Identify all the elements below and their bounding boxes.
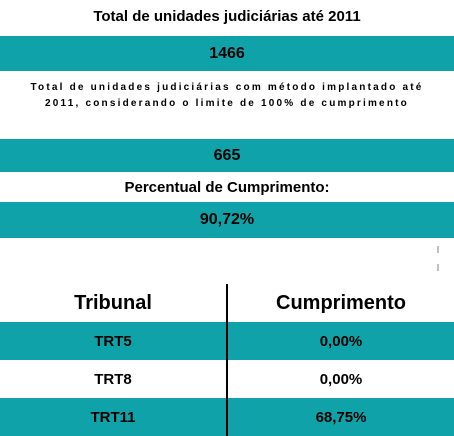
table-row: TRT8 0,00% xyxy=(0,360,454,398)
percent-label: Percentual de Cumprimento: xyxy=(124,179,330,196)
cumprimento-cell: 0,00% xyxy=(227,360,454,398)
header-cumprimento: Cumprimento xyxy=(276,291,406,314)
header-tribunal: Tribunal xyxy=(0,284,228,322)
decorative-dash xyxy=(437,246,439,253)
table-row: TRT11 68,75% xyxy=(0,398,454,436)
table-row: TRT5 0,00% xyxy=(0,322,454,360)
cumprimento-cell: 0,00% xyxy=(227,322,454,360)
tribunal-cell: TRT5 xyxy=(0,322,228,360)
implanted-units-value: 665 xyxy=(0,139,454,172)
table-header-row: Tribunal Cumprimento xyxy=(0,284,454,322)
tribunal-cell: TRT11 xyxy=(0,398,228,436)
compliance-table: Tribunal Cumprimento TRT5 0,00% TRT8 0,0… xyxy=(0,284,454,436)
total-units-label: Total de unidades judiciárias até 2011 xyxy=(93,8,361,25)
total-units-value: 1466 xyxy=(0,36,454,71)
decorative-dash xyxy=(437,264,439,271)
percent-value: 90,72% xyxy=(0,202,454,238)
tribunal-cell: TRT8 xyxy=(0,360,228,398)
implanted-units-label: Total de unidades judiciárias com método… xyxy=(30,82,424,109)
cumprimento-cell: 68,75% xyxy=(227,398,454,436)
